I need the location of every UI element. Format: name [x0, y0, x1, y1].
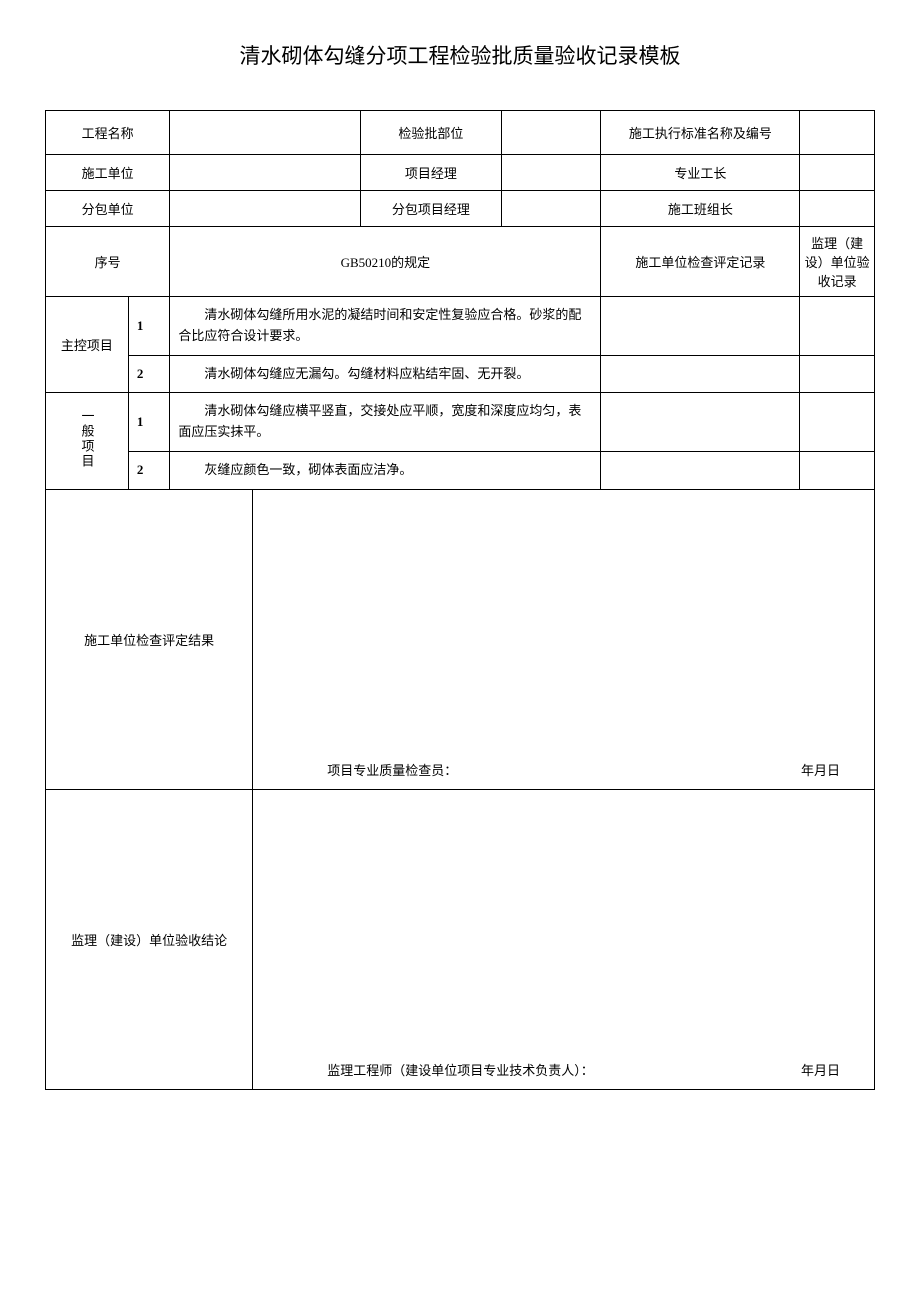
- col-seq: 序号: [46, 227, 170, 297]
- header-row-construction: 施工单位 项目经理 专业工长: [46, 155, 875, 191]
- general-item-accept-2: [800, 451, 875, 489]
- inspection-table: 工程名称 检验批部位 施工执行标准名称及编号 施工单位 项目经理 专业工长 分包…: [45, 110, 875, 1090]
- main-item-num-1: 1: [128, 297, 169, 356]
- col-check-record: 施工单位检查评定记录: [601, 227, 800, 297]
- main-item-text-1: 清水砌体勾缝所用水泥的凝结时间和安定性复验应合格。砂浆的配合比应符合设计要求。: [170, 297, 601, 356]
- value-foreman: [800, 155, 875, 191]
- section-general-label: 一般项目: [46, 393, 129, 489]
- value-construction-unit: [170, 155, 361, 191]
- value-pm: [501, 155, 600, 191]
- main-item-check-2: [601, 355, 800, 393]
- result-supervision-signer: 监理工程师（建设单位项目专业技术负责人）：: [327, 1060, 594, 1079]
- main-item-row-2: 2 清水砌体勾缝应无漏勾。勾缝材料应粘结牢固、无开裂。: [46, 355, 875, 393]
- label-standard: 施工执行标准名称及编号: [601, 111, 800, 155]
- result-construction-label: 施工单位检查评定结果: [46, 489, 253, 789]
- col-accept-record: 监理（建设）单位验收记录: [800, 227, 875, 297]
- general-item-text-1: 清水砌体勾缝应横平竖直，交接处应平顺，宽度和深度应均匀，表面应压实抹平。: [170, 393, 601, 452]
- main-item-row-1: 主控项目 1 清水砌体勾缝所用水泥的凝结时间和安定性复验应合格。砂浆的配合比应符…: [46, 297, 875, 356]
- main-item-text-2: 清水砌体勾缝应无漏勾。勾缝材料应粘结牢固、无开裂。: [170, 355, 601, 393]
- result-supervision-date: 年月日: [801, 1060, 840, 1079]
- label-batch-position: 检验批部位: [360, 111, 501, 155]
- header-row-project: 工程名称 检验批部位 施工执行标准名称及编号: [46, 111, 875, 155]
- label-subcontract-unit: 分包单位: [46, 191, 170, 227]
- section-main-label: 主控项目: [46, 297, 129, 393]
- main-item-num-2: 2: [128, 355, 169, 393]
- value-project-name: [170, 111, 361, 155]
- result-row-construction: 施工单位检查评定结果 项目专业质量检查员： 年月日: [46, 489, 875, 789]
- general-item-row-1: 一般项目 1 清水砌体勾缝应横平竖直，交接处应平顺，宽度和深度应均匀，表面应压实…: [46, 393, 875, 452]
- result-supervision-content: 监理工程师（建设单位项目专业技术负责人）： 年月日: [253, 789, 875, 1089]
- header-row-subcontract: 分包单位 分包项目经理 施工班组长: [46, 191, 875, 227]
- general-item-row-2: 2 灰缝应颜色一致，砌体表面应洁净。: [46, 451, 875, 489]
- main-item-accept-2: [800, 355, 875, 393]
- general-item-check-2: [601, 451, 800, 489]
- general-item-num-2: 2: [128, 451, 169, 489]
- general-item-text-2: 灰缝应颜色一致，砌体表面应洁净。: [170, 451, 601, 489]
- col-regulation: GB50210的规定: [170, 227, 601, 297]
- result-construction-date: 年月日: [801, 760, 840, 779]
- value-batch-position: [501, 111, 600, 155]
- result-construction-signer: 项目专业质量检查员：: [327, 760, 457, 779]
- value-subcontract-unit: [170, 191, 361, 227]
- label-sub-pm: 分包项目经理: [360, 191, 501, 227]
- label-construction-unit: 施工单位: [46, 155, 170, 191]
- page-title: 清水砌体勾缝分项工程检验批质量验收记录模板: [45, 40, 875, 70]
- main-item-check-1: [601, 297, 800, 356]
- result-row-supervision: 监理（建设）单位验收结论 监理工程师（建设单位项目专业技术负责人）： 年月日: [46, 789, 875, 1089]
- label-team-leader: 施工班组长: [601, 191, 800, 227]
- label-pm: 项目经理: [360, 155, 501, 191]
- result-construction-content: 项目专业质量检查员： 年月日: [253, 489, 875, 789]
- main-item-accept-1: [800, 297, 875, 356]
- label-foreman: 专业工长: [601, 155, 800, 191]
- general-item-num-1: 1: [128, 393, 169, 452]
- column-header-row: 序号 GB50210的规定 施工单位检查评定记录 监理（建设）单位验收记录: [46, 227, 875, 297]
- general-item-accept-1: [800, 393, 875, 452]
- label-project-name: 工程名称: [46, 111, 170, 155]
- value-standard: [800, 111, 875, 155]
- result-supervision-label: 监理（建设）单位验收结论: [46, 789, 253, 1089]
- value-sub-pm: [501, 191, 600, 227]
- value-team-leader: [800, 191, 875, 227]
- general-item-check-1: [601, 393, 800, 452]
